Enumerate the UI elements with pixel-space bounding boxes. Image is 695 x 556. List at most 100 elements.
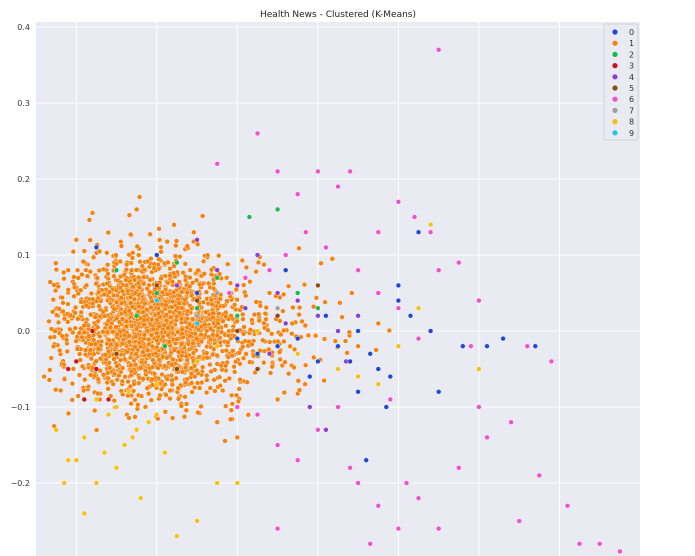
legend-label: 9 (629, 129, 634, 138)
data-point-cluster-1 (223, 363, 229, 369)
data-point-cluster-4 (254, 252, 261, 258)
data-point-cluster-1 (160, 334, 166, 340)
data-point-cluster-8 (335, 366, 341, 372)
data-point-cluster-1 (177, 357, 183, 363)
data-point-cluster-1 (205, 252, 211, 258)
data-point-cluster-1 (145, 347, 151, 353)
data-point-cluster-1 (275, 338, 281, 345)
data-point-cluster-8 (295, 351, 301, 357)
data-point-cluster-1 (117, 285, 124, 291)
data-point-cluster-0 (295, 336, 301, 342)
data-point-cluster-1 (86, 333, 92, 339)
data-point-cluster-6 (266, 267, 273, 273)
data-point-cluster-1 (117, 258, 123, 265)
data-point-cluster-1 (261, 360, 267, 366)
data-point-cluster-1 (344, 350, 350, 356)
data-point-cluster-3 (81, 396, 87, 403)
data-point-cluster-2 (315, 305, 321, 311)
data-point-cluster-3 (89, 328, 96, 334)
data-point-cluster-1 (188, 371, 195, 377)
data-point-cluster-1 (175, 329, 181, 335)
data-point-cluster-6 (456, 465, 462, 471)
legend-marker (612, 119, 618, 125)
data-point-cluster-8 (81, 434, 87, 441)
data-point-cluster-1 (157, 237, 163, 243)
data-point-cluster-1 (192, 373, 198, 380)
data-point-cluster-1 (128, 368, 135, 374)
legend-label: 6 (629, 95, 634, 104)
data-point-cluster-1 (239, 257, 245, 264)
data-point-cluster-2 (246, 214, 253, 220)
data-point-cluster-1 (220, 318, 226, 324)
data-point-cluster-1 (167, 388, 173, 394)
data-point-cluster-2 (234, 313, 240, 319)
data-point-cluster-1 (223, 403, 229, 409)
data-point-cluster-6 (335, 184, 341, 190)
data-point-cluster-1 (131, 381, 137, 387)
data-point-cluster-1 (297, 305, 303, 311)
data-point-cluster-1 (156, 323, 162, 329)
data-point-cluster-1 (145, 258, 151, 265)
data-point-cluster-1 (173, 238, 180, 244)
data-point-cluster-1 (189, 380, 195, 386)
data-point-cluster-0 (307, 374, 313, 380)
data-point-cluster-1 (169, 362, 175, 368)
data-point-cluster-1 (85, 384, 92, 390)
legend-marker (612, 29, 618, 35)
data-point-cluster-1 (208, 337, 214, 343)
data-point-cluster-1 (80, 259, 86, 265)
data-point-cluster-1 (151, 371, 158, 377)
data-point-cluster-3 (65, 366, 71, 372)
data-point-cluster-1 (266, 346, 272, 353)
data-point-cluster-1 (172, 253, 179, 259)
data-point-cluster-1 (58, 387, 64, 394)
data-point-cluster-4 (355, 313, 361, 319)
data-point-cluster-5 (194, 298, 200, 304)
data-point-cluster-1 (70, 249, 76, 255)
data-point-cluster-1 (178, 316, 185, 322)
data-point-cluster-6 (367, 541, 373, 547)
data-point-cluster-1 (53, 387, 59, 393)
data-point-cluster-1 (113, 299, 120, 305)
data-point-cluster-6 (415, 336, 422, 342)
data-point-cluster-1 (138, 393, 145, 399)
data-point-cluster-1 (386, 327, 392, 334)
data-point-cluster-1 (211, 346, 217, 352)
data-point-cluster-8 (355, 374, 361, 380)
data-point-cluster-1 (302, 381, 308, 387)
data-point-cluster-1 (179, 341, 185, 347)
data-point-cluster-1 (261, 262, 267, 268)
data-point-cluster-1 (146, 352, 152, 358)
data-point-cluster-1 (194, 335, 200, 342)
data-point-cluster-1 (234, 297, 240, 303)
data-point-cluster-1 (204, 355, 210, 361)
data-point-cluster-1 (256, 318, 262, 324)
data-point-cluster-7 (275, 305, 281, 311)
data-point-cluster-1 (228, 407, 234, 413)
data-point-cluster-1 (322, 299, 328, 305)
data-point-cluster-1 (155, 310, 162, 317)
data-point-cluster-0 (387, 374, 393, 380)
data-point-cluster-1 (114, 331, 120, 337)
data-point-cluster-1 (171, 222, 177, 228)
data-point-cluster-1 (128, 231, 134, 238)
data-point-cluster-1 (149, 343, 156, 350)
data-point-cluster-2 (162, 343, 168, 349)
data-point-cluster-1 (187, 275, 193, 281)
data-point-cluster-8 (134, 427, 140, 433)
data-point-cluster-8 (154, 412, 160, 418)
data-point-cluster-1 (96, 267, 102, 274)
data-point-cluster-1 (212, 388, 218, 394)
legend-marker (612, 40, 618, 46)
data-point-cluster-1 (50, 297, 56, 303)
data-point-cluster-0 (93, 244, 100, 251)
data-point-cluster-0 (395, 298, 402, 304)
data-point-cluster-1 (59, 295, 65, 301)
data-point-cluster-1 (104, 250, 110, 256)
data-point-cluster-1 (81, 388, 87, 394)
data-point-cluster-1 (100, 309, 106, 315)
data-point-cluster-1 (182, 261, 188, 267)
data-point-cluster-1 (114, 363, 120, 369)
data-point-cluster-8 (214, 480, 220, 486)
data-point-cluster-1 (143, 368, 149, 374)
